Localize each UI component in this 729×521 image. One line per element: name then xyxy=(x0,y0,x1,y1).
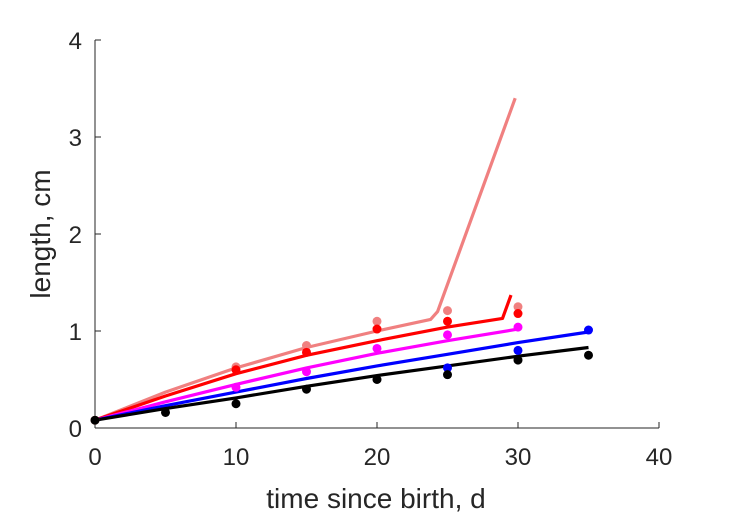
series-3-data-point xyxy=(372,343,382,353)
series-5-fit-line xyxy=(94,345,589,422)
series-4-data-point xyxy=(443,363,452,373)
series-5-data-point xyxy=(584,350,593,360)
series-1-fit-line xyxy=(94,97,517,422)
series-2-data-point xyxy=(231,365,241,375)
series-2-data-point xyxy=(443,316,452,326)
axis-labels: time since birth, d length, cm xyxy=(25,169,486,514)
y-tick-label: 4 xyxy=(69,28,82,55)
series-4-data-point xyxy=(584,325,593,335)
series-3-data-point xyxy=(302,367,311,377)
series-5-data-point xyxy=(302,384,311,394)
series-2-data-point xyxy=(302,347,311,357)
y-axis-label: length, cm xyxy=(25,169,56,298)
series-1-data-point xyxy=(513,302,523,312)
series-1-data-point xyxy=(302,341,311,351)
series-3-data-point xyxy=(443,330,452,340)
x-tick-label: 30 xyxy=(505,444,532,471)
x-tick-label: 0 xyxy=(88,444,101,471)
series-4-fit-line xyxy=(94,330,589,422)
fit-lines xyxy=(94,97,589,422)
series-5-data-point xyxy=(443,370,452,380)
series-5-data-point xyxy=(231,399,241,409)
series-2-data-point xyxy=(372,324,382,334)
data-points xyxy=(90,302,593,425)
series-2-fit-line xyxy=(94,294,513,422)
y-tick-label: 0 xyxy=(69,416,82,443)
series-1-data-point xyxy=(443,306,452,316)
x-tick-label: 20 xyxy=(364,444,391,471)
series-5-data-point xyxy=(372,375,382,384)
x-tick-label: 10 xyxy=(223,444,250,471)
series-1-data-point xyxy=(372,316,382,326)
x-tick-label: 40 xyxy=(646,444,673,471)
series-3-data-point xyxy=(513,322,523,332)
series-2-data-point xyxy=(513,309,523,319)
axes: 0 10 20 30 40 0 1 2 3 4 xyxy=(69,28,673,471)
y-tick-label: 3 xyxy=(69,125,82,152)
x-axis-label: time since birth, d xyxy=(266,483,485,514)
series-4-data-point xyxy=(513,345,523,355)
series-5-data-point xyxy=(90,415,100,425)
series-5-data-point xyxy=(161,407,170,417)
y-tick-label: 1 xyxy=(69,319,82,346)
series-3-data-point xyxy=(231,382,241,392)
series-5-data-point xyxy=(513,355,523,365)
y-tick-label: 2 xyxy=(69,222,82,249)
